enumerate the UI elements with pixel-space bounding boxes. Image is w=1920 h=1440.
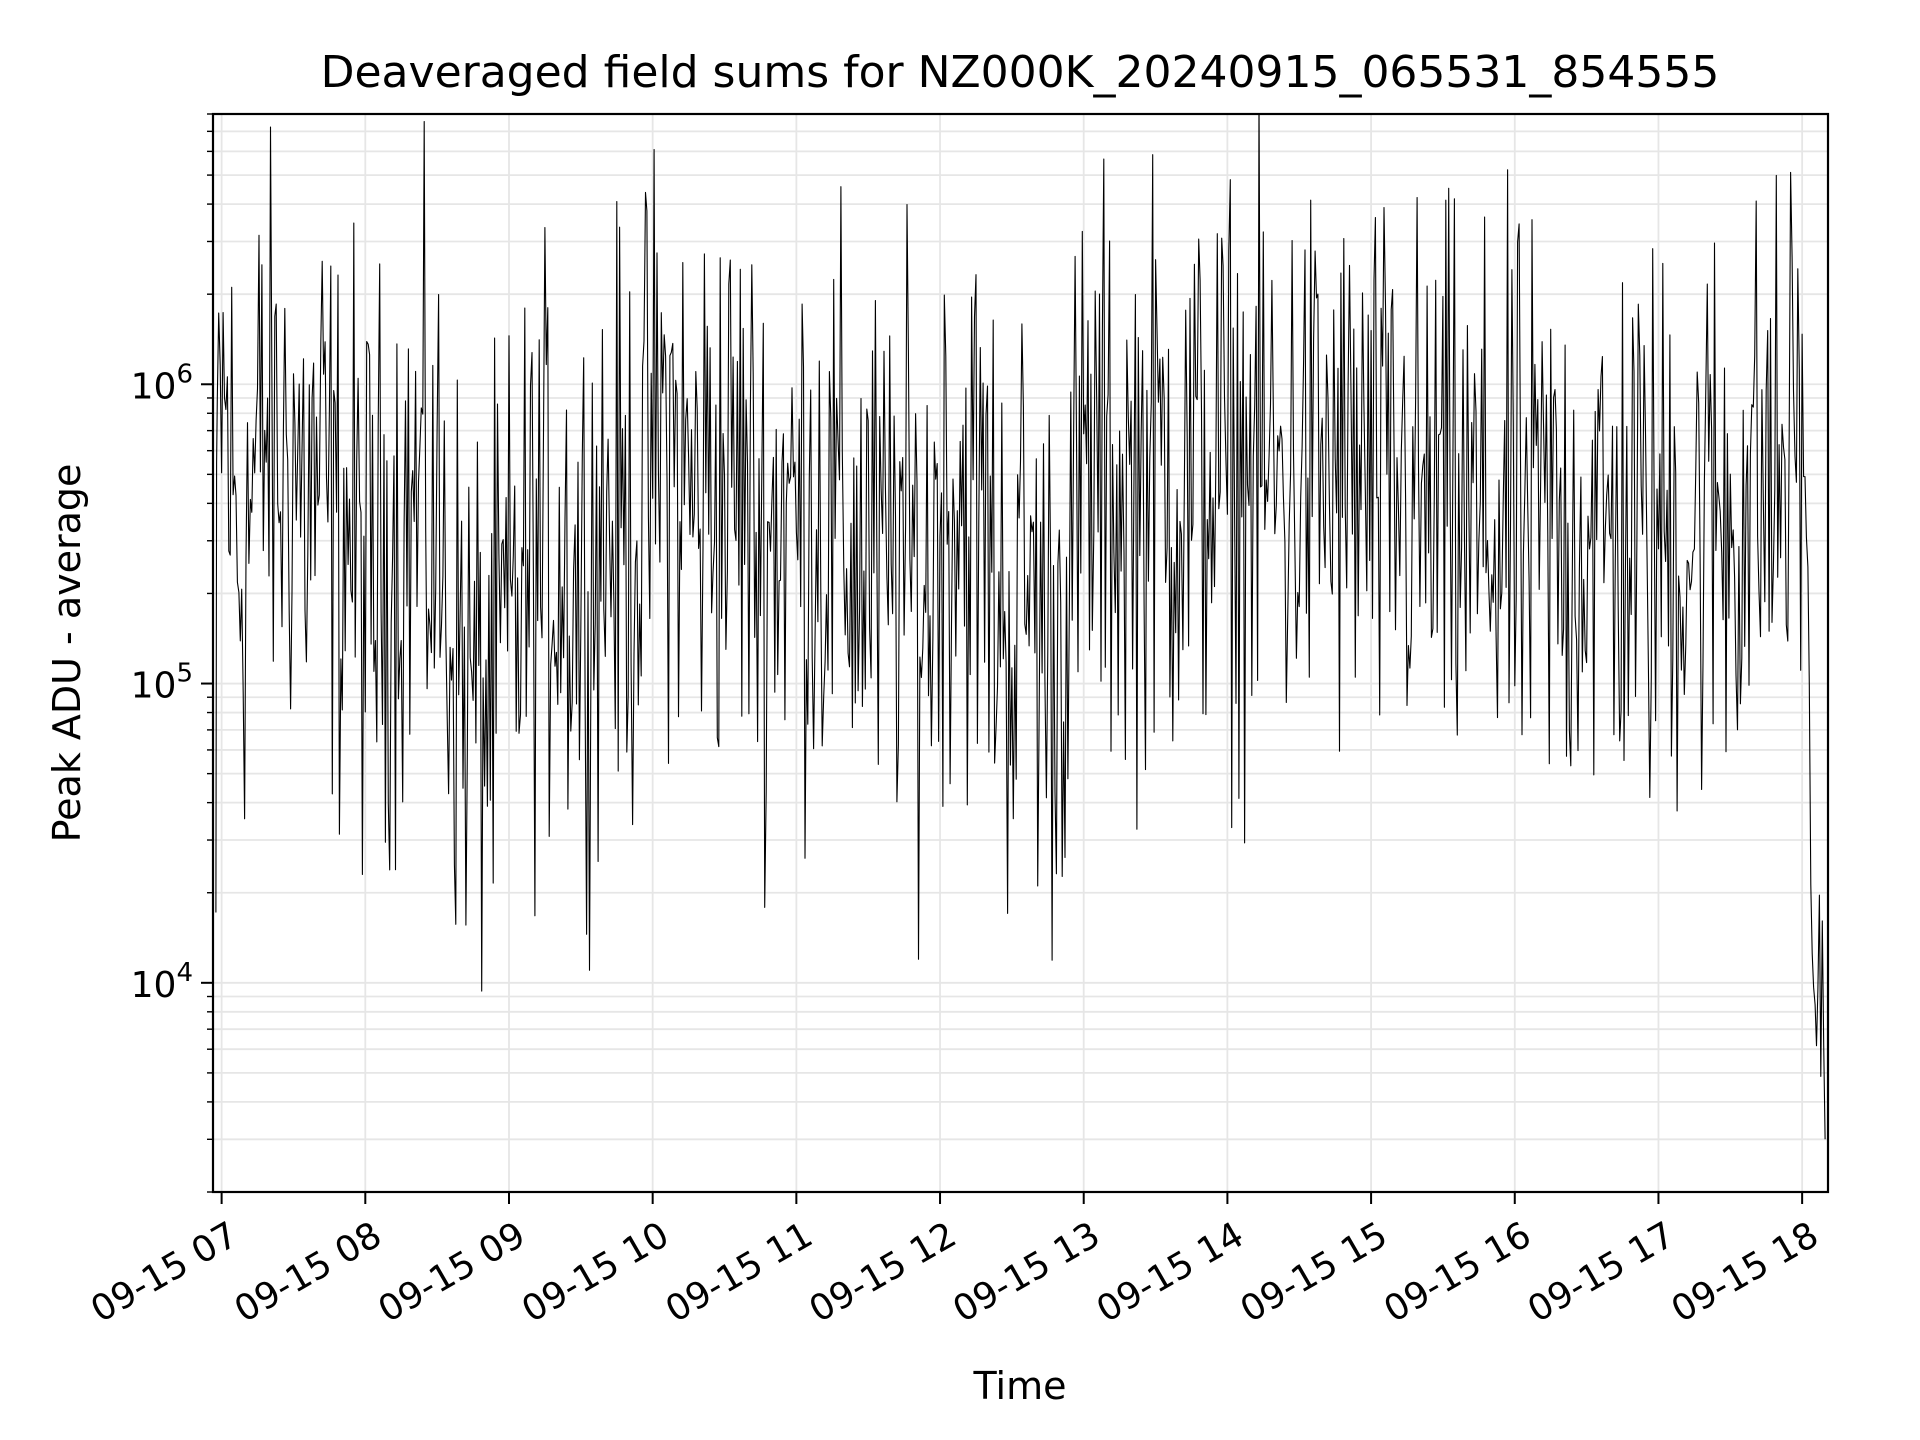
y-tick-label: 104 — [131, 958, 193, 1006]
y-axis: 104 105 106 — [131, 113, 213, 1193]
y-axis-label: Peak ADU - average — [45, 464, 89, 843]
plot-frame — [211, 112, 1830, 1194]
chart-title: Deaveraged field sums for NZ000K_2024091… — [321, 47, 1720, 98]
series-layer — [215, 114, 1826, 1140]
x-axis-label: Time — [973, 1364, 1067, 1408]
series-line — [215, 114, 1826, 1140]
y-tick-label: 106 — [131, 359, 193, 407]
y-tick-label: 105 — [131, 659, 193, 707]
